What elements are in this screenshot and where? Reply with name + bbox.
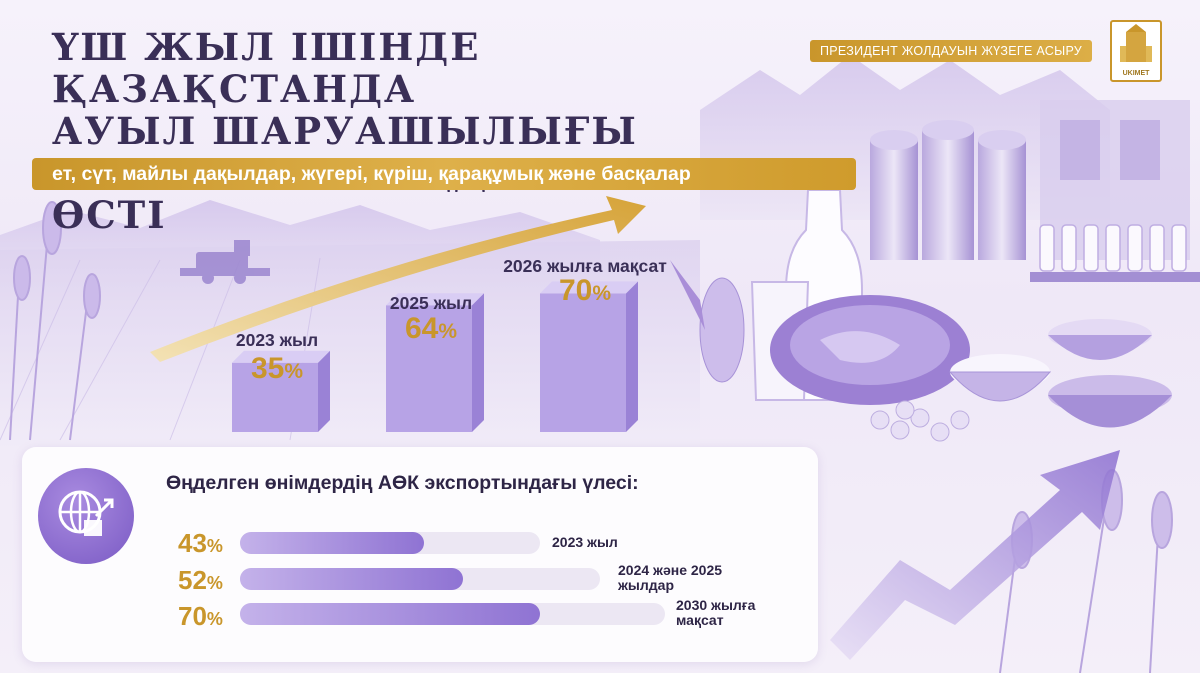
government-logo: UKIMET	[1110, 20, 1162, 82]
bar-value-2026-number: 70	[558, 274, 593, 307]
export-value-2023: 43%	[178, 528, 223, 559]
bar-2025-front	[386, 305, 472, 432]
export-bar-fill-2024-2025	[240, 568, 463, 590]
bar-2023-top	[232, 350, 330, 363]
export-label-2030: 2030 жылға мақсат	[676, 597, 756, 628]
export-value-2024-2025-number: 52	[178, 565, 207, 595]
bar-2026-top	[540, 281, 638, 294]
export-bar-fill-2023	[240, 532, 424, 554]
bar-value-2025-suffix: %	[438, 320, 458, 343]
milk-bottles-icon	[1039, 224, 1187, 272]
bar-label-2023: 2023 жыл	[235, 330, 319, 350]
page-title: ҮШ ЖЫЛ ІШІНДЕ ҚАЗАҚСТАНДА АУЫЛ ШАРУАШЫЛЫ…	[52, 26, 772, 236]
bar-2023-front	[232, 362, 318, 432]
title-line-1: ҮШ ЖЫЛ ІШІНДЕ ҚАЗАҚСТАНДА	[52, 25, 481, 111]
logo-label: UKIMET	[1122, 70, 1150, 77]
bar-value-2025-number: 64	[404, 312, 439, 345]
president-badge: ПРЕЗИДЕНТ ЖОЛДАУЫН ЖҮЗЕГЕ АСЫРУ	[810, 40, 1092, 62]
wheat-left-icon	[9, 201, 101, 441]
export-label-2023: 2023 жыл	[552, 534, 618, 550]
bar-value-2025: 64%	[376, 312, 486, 346]
trend-arrow-icon	[150, 196, 646, 362]
bar-value-2023-number: 35	[250, 352, 285, 385]
bar-2026	[540, 281, 638, 432]
export-label-2024-2025: 2024 және 2025 жылдар	[618, 562, 723, 593]
growth-arrow-icon	[830, 450, 1120, 660]
export-value-2024-2025: 52%	[178, 565, 223, 596]
export-value-2030-number: 70	[178, 601, 207, 631]
bar-value-2026: 70%	[530, 274, 640, 308]
bar-2025-side	[472, 293, 484, 432]
bar-2026-front	[540, 293, 626, 432]
bar-value-2023-suffix: %	[284, 360, 304, 383]
export-value-2024-2025-suffix: %	[206, 573, 223, 593]
bar-label-2025: 2025 жыл	[389, 293, 473, 313]
globe-export-icon	[38, 468, 134, 564]
bar-2025	[386, 293, 484, 432]
rice-bowl-icon	[948, 354, 1052, 402]
export-bar-fill-2030	[240, 603, 540, 625]
title-line-2: АУЫЛ ШАРУАШЫЛЫҒЫ	[52, 109, 638, 153]
bar-value-2023: 35%	[222, 352, 332, 386]
bar-value-2026-suffix: %	[592, 282, 612, 305]
export-bar-track-2030	[240, 603, 665, 625]
bar-2023	[232, 350, 330, 432]
harvester-icon	[180, 240, 270, 284]
soybeans-icon	[870, 400, 970, 442]
bar-label-2026: 2026 жылға мақсат	[503, 256, 667, 276]
export-share-panel	[22, 447, 818, 662]
bar-2026-side	[626, 281, 638, 432]
export-share-heading: Өңделген өнімдердің АӨК экспортындағы үл…	[166, 472, 639, 494]
bar-2023-side	[318, 350, 330, 432]
export-value-2030-suffix: %	[206, 609, 223, 629]
bar-2025-top	[386, 293, 484, 306]
subtitle-banner: ет, сүт, майлы дақылдар, жүгері, күріш, …	[32, 158, 856, 190]
factory-silos-icon	[870, 100, 1190, 260]
globe-icon	[58, 490, 114, 536]
export-bar-track-2023	[240, 532, 540, 554]
export-value-2023-number: 43	[178, 528, 207, 558]
export-value-2030: 70%	[178, 601, 223, 632]
building-icon	[1120, 24, 1152, 62]
growth-bars-chart	[232, 281, 638, 432]
beans-bowl-icon	[1048, 375, 1172, 428]
export-value-2023-suffix: %	[206, 536, 223, 556]
meat-icon	[770, 295, 970, 405]
grain-bowl-icon	[1048, 319, 1152, 360]
export-bar-track-2024-2025	[240, 568, 600, 590]
corn-icon	[670, 260, 745, 383]
